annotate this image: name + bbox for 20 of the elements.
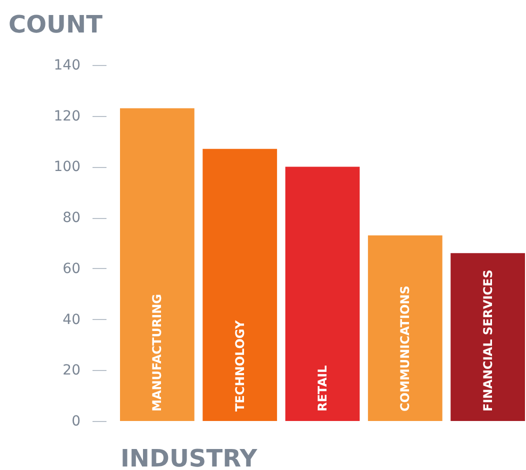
x-tick-label: RETAIL: [316, 365, 330, 412]
y-tick-label: 100: [54, 159, 80, 176]
y-tick-label: 40: [62, 312, 80, 328]
y-tick-label: 0: [72, 414, 80, 430]
x-tick-label: TECHNOLOGY: [232, 320, 247, 412]
x-tick-label: COMMUNICATIONS: [398, 286, 412, 412]
y-tick-label: 20: [62, 362, 80, 379]
y-tick-label: 120: [54, 108, 80, 124]
bar: [450, 253, 525, 421]
x-axis-title: INDUSTRY: [120, 444, 258, 470]
bar: [202, 148, 278, 421]
bar: [368, 235, 442, 421]
y-tick-label: 80: [62, 210, 80, 226]
x-tick-label: MANUFACTURING: [150, 294, 164, 412]
y-tick-label: 60: [62, 260, 80, 277]
bar: [285, 166, 360, 421]
y-axis-title: COUNT: [8, 10, 104, 38]
bar: [120, 108, 194, 421]
x-tick-label: FINANCIAL SERVICES: [480, 270, 495, 412]
y-tick-label: 140: [54, 58, 80, 74]
